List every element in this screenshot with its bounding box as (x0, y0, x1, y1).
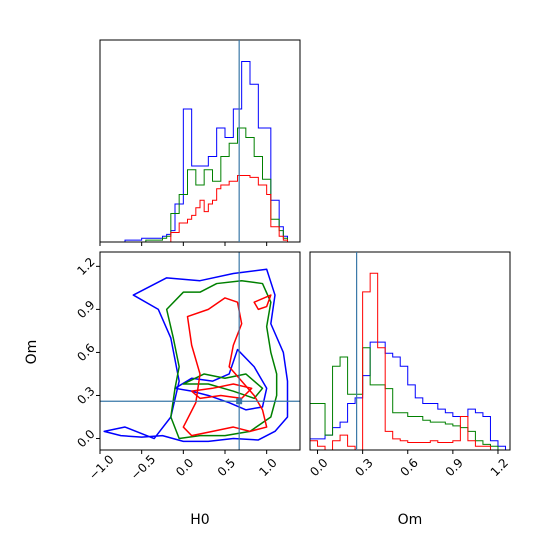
y-tick-label: 0.6 (74, 341, 97, 364)
x-tick-label: 0.3 (352, 456, 375, 479)
y-axis-label-om: Om (24, 340, 40, 365)
x-tick-label: 0.5 (215, 456, 238, 479)
contour-green (182, 373, 264, 400)
x-tick-label: −1.0 (86, 452, 117, 483)
contour-blue (103, 268, 289, 443)
truth-marker (236, 398, 243, 405)
x-tick-label: 0.6 (397, 456, 420, 479)
y-tick-label: 0.9 (74, 298, 97, 321)
panel-frame (309, 251, 511, 451)
histogram-green (309, 347, 506, 451)
contour-blue (174, 348, 268, 411)
y-tick-label: 0.0 (74, 427, 97, 450)
histogram-blue (309, 341, 506, 450)
contour-red (182, 297, 268, 437)
histogram-green (100, 127, 300, 243)
panel-frame (99, 39, 301, 243)
om-histogram-panel: 0.0 0.3 0.6 0.9 1.2 (307, 251, 511, 479)
contour-red (190, 383, 253, 400)
x-tick-label: 0.9 (443, 456, 466, 479)
x-axis-label-h0: H0 (190, 512, 209, 528)
x-tick-label: 0.0 (173, 456, 196, 479)
histogram-blue (100, 61, 300, 243)
y-tick-label: 1.2 (74, 255, 97, 278)
contour-green (165, 279, 278, 440)
panel-frame (99, 251, 301, 451)
histogram-red (309, 272, 506, 451)
joint-contour-panel: −1.0 −0.5 0.0 0.5 1.0 0.0 0.3 0.6 0.9 1.2 (74, 251, 301, 483)
x-tick-label: 1.0 (256, 456, 279, 479)
contour-red (253, 294, 272, 311)
h0-histogram-panel (99, 39, 301, 246)
x-tick-label: 0.0 (307, 456, 330, 479)
x-tick-label: 1.2 (488, 456, 511, 479)
y-tick-label: 0.3 (74, 384, 97, 407)
x-tick-label: −0.5 (128, 452, 159, 483)
x-axis-label-om: Om (398, 512, 423, 528)
